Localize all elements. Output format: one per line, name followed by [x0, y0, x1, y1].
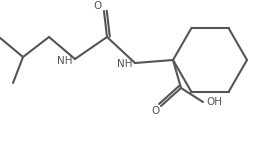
Text: NH: NH — [117, 59, 132, 69]
Text: O: O — [94, 1, 102, 11]
Text: NH: NH — [56, 56, 72, 66]
Text: O: O — [151, 106, 159, 116]
Text: OH: OH — [206, 97, 222, 107]
